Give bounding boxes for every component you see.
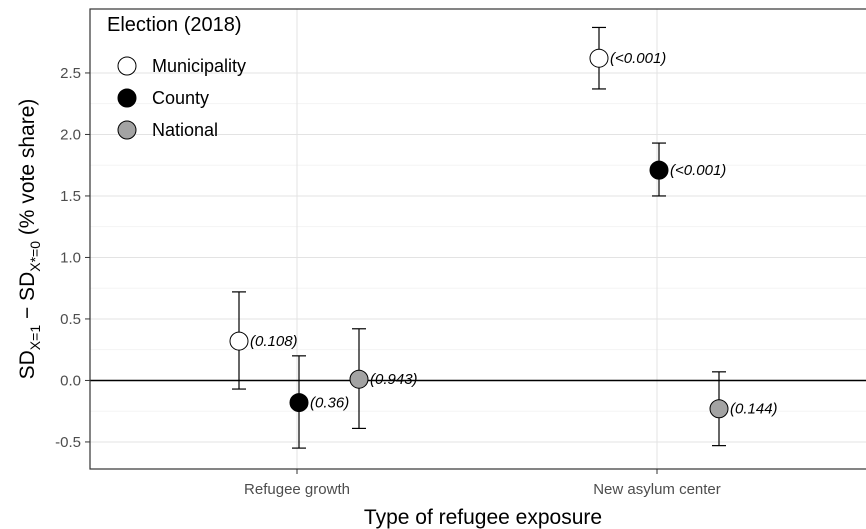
y-axis-title: SDX=1 − SDX*=0 (% vote share) (16, 99, 43, 380)
x-axis: Refugee growth New asylum center (244, 469, 721, 498)
p-value-label-county: (0.36) (310, 395, 349, 412)
grid (90, 9, 866, 469)
y-axis-title-sub1: X=1 (27, 325, 43, 351)
y-axis-title-sub2: X*=0 (27, 241, 43, 272)
legend-key-municipality (117, 56, 137, 76)
y-axis-title-prefix: SD (16, 350, 39, 379)
p-value-label-national: (0.943) (370, 371, 418, 388)
legend-key-national (117, 120, 137, 140)
data-points (229, 48, 729, 419)
point-national (709, 399, 729, 419)
x-axis-title: Type of refugee exposure (364, 506, 602, 529)
plot-panel-border (89, 8, 866, 470)
legend-title: Election (2018) (107, 14, 242, 36)
y-tick-label: 2.5 (60, 65, 81, 82)
point-labels: (0.108) (<0.001) (0.36) (<0.001) (0.943) (0.1… (250, 50, 778, 418)
legend-key-county (117, 88, 137, 108)
y-axis: -0.5 0.0 0.5 1.0 1.5 2.0 2.5 (55, 65, 90, 451)
x-tick-label: Refugee growth (244, 481, 350, 498)
p-value-label-municipality: (0.108) (250, 333, 298, 350)
x-tick-label: New asylum center (593, 481, 721, 498)
p-value-label-county: (<0.001) (670, 162, 726, 179)
error-bars (232, 26, 726, 449)
y-axis-title-mid: − SD (16, 272, 39, 325)
y-tick-label: 0.0 (60, 372, 81, 389)
y-axis-title-suffix: (% vote share) (16, 99, 39, 241)
p-value-label-municipality: (<0.001) (610, 50, 666, 67)
point-municipality (589, 48, 609, 68)
y-tick-label: 2.0 (60, 126, 81, 143)
legend-label-county: County (152, 88, 209, 108)
point-national (349, 369, 369, 389)
point-county (649, 160, 669, 180)
legend-label-municipality: Municipality (152, 56, 246, 76)
y-tick-label: 1.0 (60, 249, 81, 266)
y-tick-label: 1.5 (60, 188, 81, 205)
point-county (289, 393, 309, 413)
y-tick-label: -0.5 (55, 434, 81, 451)
legend-label-national: National (152, 120, 218, 140)
p-value-label-national: (0.144) (730, 401, 778, 418)
legend: Election (2018) Municipality County Nation… (107, 14, 246, 140)
y-tick-label: 0.5 (60, 311, 81, 328)
point-municipality (229, 331, 249, 351)
